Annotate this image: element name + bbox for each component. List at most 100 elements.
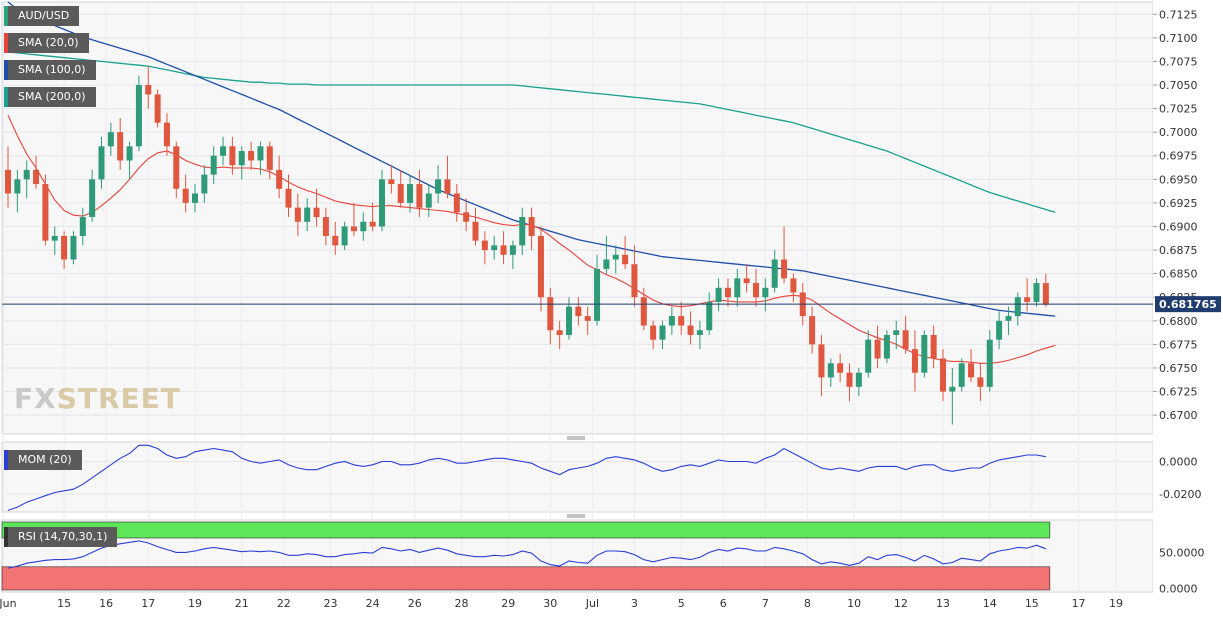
legend-mom[interactable]: MOM (20) (4, 450, 82, 470)
candle-body (883, 334, 890, 359)
legend-sma200-label: SMA (200,0) (18, 90, 86, 103)
candle-body (463, 212, 470, 222)
candle-body (126, 146, 133, 161)
candle-body (996, 320, 1003, 340)
candle-body (173, 146, 180, 189)
candle-body (481, 240, 488, 251)
candle-body (229, 146, 236, 166)
price-tick-label: 0.6775 (1159, 338, 1198, 351)
candle-body (762, 287, 769, 298)
rsi-overbought-band (1, 521, 1051, 539)
legend-rsi[interactable]: RSI (14,70,30,1) (4, 527, 118, 547)
price-tick-label: 0.6750 (1159, 362, 1198, 375)
mom-panel-bg (1, 441, 1154, 513)
candle-body (1024, 297, 1031, 302)
price-tick-label: 0.6850 (1159, 268, 1198, 281)
candle-body (687, 325, 694, 335)
candle-body (107, 132, 114, 147)
candle-body (491, 245, 498, 251)
candle-body (603, 259, 610, 269)
candle-body (827, 363, 834, 378)
price-tick-label: 0.7000 (1159, 126, 1198, 139)
candle-body (51, 235, 58, 241)
legend-sma200-swatch (4, 87, 8, 107)
price-tick-label: 0.7025 (1159, 103, 1198, 116)
price-tick-label: 0.7075 (1159, 55, 1198, 68)
price-tick-label: 0.6975 (1159, 150, 1198, 163)
candle-body (1042, 283, 1049, 305)
candle-body (210, 155, 217, 175)
date-tick-label: Jul (585, 597, 599, 610)
legend-sma20[interactable]: SMA (20,0) (4, 33, 89, 53)
mom-line (7, 444, 1046, 511)
candle-body (500, 245, 507, 255)
legend-symbol[interactable]: AUD/USD (4, 6, 80, 26)
candle-body (89, 179, 96, 218)
candle-body (266, 146, 273, 170)
candle-body (472, 221, 479, 241)
watermark-fx: FX (14, 382, 57, 415)
candle-body (313, 207, 320, 218)
candle-body (734, 278, 741, 298)
rsi-tick-label: 0.0000 (1159, 582, 1198, 595)
candle-body (537, 235, 544, 298)
candle-body (379, 179, 385, 227)
candle-body (696, 330, 703, 335)
legend-symbol-swatch (4, 6, 8, 26)
date-tick-label: 22 (277, 597, 291, 610)
legend-sma100[interactable]: SMA (100,0) (4, 60, 96, 80)
candle-body (425, 193, 432, 208)
candle-body (575, 306, 582, 317)
candle-body (145, 85, 152, 95)
price-tick-label: 0.7125 (1159, 8, 1198, 21)
main-panel-bg (1, 1, 1154, 435)
candle-body (23, 169, 30, 180)
candle-body (594, 268, 601, 321)
candle-body (1014, 297, 1021, 317)
legend-mom-swatch (4, 450, 8, 470)
candle-body (14, 179, 21, 194)
candle-body (220, 146, 227, 156)
legend-sma200[interactable]: SMA (200,0) (4, 87, 96, 107)
date-tick-label: 7 (762, 597, 769, 610)
candle-body (42, 184, 49, 241)
candle-body (98, 146, 105, 180)
indicator-layer (1, 444, 1051, 591)
candle-body (809, 316, 816, 345)
price-tick-label: 0.6950 (1159, 173, 1198, 186)
candle-body (182, 188, 189, 203)
date-tick-label: 8 (804, 597, 811, 610)
candle-body (781, 259, 788, 279)
date-tick-label: 15 (1025, 597, 1039, 610)
price-tick-label: 0.7100 (1159, 32, 1198, 45)
price-tick-label: 0.6800 (1159, 315, 1198, 328)
date-tick-label: 26 (408, 597, 422, 610)
price-tick-label: 0.7050 (1159, 79, 1198, 92)
candle-body (650, 325, 657, 340)
candle-body (79, 217, 86, 236)
candle-body (949, 386, 956, 392)
date-tick-label: 15 (57, 597, 71, 610)
date-tick-label: 19 (1109, 597, 1123, 610)
legend-sma20-swatch (4, 33, 8, 53)
date-tick-label: 21 (235, 597, 249, 610)
legend-rsi-label: RSI (14,70,30,1) (18, 530, 108, 543)
candle-body (257, 146, 264, 161)
mom-tick-label: 0.0000 (1159, 456, 1198, 469)
candle-body (921, 334, 928, 373)
candle-body (397, 184, 404, 203)
candle-body (566, 306, 572, 335)
candle-body (865, 339, 872, 373)
rsi-oversold-band (1, 566, 1051, 591)
candle-body (388, 179, 395, 185)
candle-body (1033, 283, 1040, 302)
candle-body (818, 344, 825, 378)
price-tick-label: 0.6925 (1159, 197, 1198, 210)
price-tick-label: 0.6900 (1159, 220, 1198, 233)
date-tick-label: 5 (678, 597, 685, 610)
candle-body (407, 184, 414, 203)
candle-body (528, 217, 535, 236)
candle-body (640, 297, 647, 326)
